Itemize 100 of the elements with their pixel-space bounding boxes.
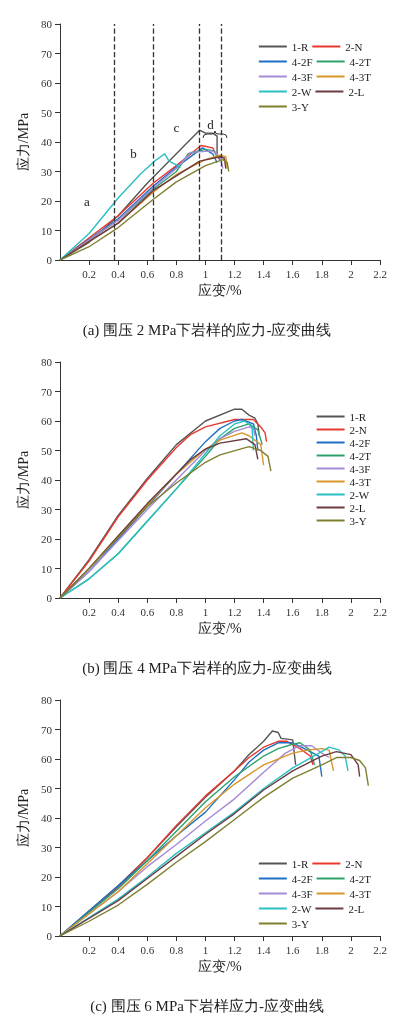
x-tick-label: 0.4 bbox=[111, 943, 126, 956]
legend-label: 4-3F bbox=[291, 887, 313, 900]
y-tick-label: 20 bbox=[41, 871, 53, 883]
y-tick-label: 60 bbox=[41, 77, 53, 89]
x-tick-label: 1.6 bbox=[285, 267, 301, 280]
legend-label: 4-3T bbox=[349, 475, 372, 488]
x-tick-label: 1 bbox=[202, 605, 209, 618]
y-tick-label: 80 bbox=[41, 356, 53, 368]
legend-label: 3-Y bbox=[291, 100, 309, 113]
x-tick-label: 0.8 bbox=[169, 943, 184, 956]
y-tick-label: 30 bbox=[41, 841, 53, 854]
legend-label: 4-3T bbox=[349, 70, 372, 83]
y-tick-label: 70 bbox=[41, 47, 53, 60]
legend-label: 4-2T bbox=[349, 872, 372, 885]
legend-label: 2-W bbox=[349, 488, 370, 501]
text: (c) 围压 6 MPa下岩样应力-应变曲线 bbox=[90, 997, 324, 1015]
legend-label: 4-3F bbox=[291, 70, 313, 83]
x-tick-label: 2 bbox=[348, 605, 354, 618]
y-tick-label: 10 bbox=[41, 562, 53, 575]
legend-label: 2-L bbox=[348, 902, 365, 915]
legend-label: 1-R bbox=[291, 40, 309, 53]
x-tick-label: 2.2 bbox=[373, 605, 387, 618]
y-tick-label: 0 bbox=[46, 254, 53, 266]
y-tick-label: 50 bbox=[41, 106, 53, 119]
x-axis-title: 应变/% bbox=[198, 959, 243, 975]
x-tick-label: 0.8 bbox=[169, 267, 184, 280]
text: (b) 围压 4 MPa下岩样的应力-应变曲线 bbox=[82, 659, 332, 677]
legend-label: 1-R bbox=[349, 410, 367, 423]
y-tick-label: 80 bbox=[41, 18, 53, 30]
y-tick-label: 10 bbox=[41, 224, 53, 237]
x-tick-label: 0.2 bbox=[82, 605, 96, 618]
text: (a) 围压 2 MPa下岩样的应力-应变曲线 bbox=[82, 321, 332, 339]
y-tick-label: 60 bbox=[41, 753, 53, 765]
x-tick-label: 0.4 bbox=[111, 605, 126, 618]
x-tick-label: 1 bbox=[202, 267, 209, 280]
legend-label: 2-W bbox=[291, 902, 312, 915]
x-tick-label: 1.2 bbox=[227, 605, 242, 618]
x-axis-title: 应变/% bbox=[198, 621, 243, 637]
y-tick-label: 70 bbox=[41, 723, 53, 736]
x-tick-label: 0.6 bbox=[140, 605, 155, 618]
x-tick-label: 0.4 bbox=[111, 267, 126, 280]
legend-label: 2-N bbox=[345, 857, 363, 870]
legend-label: 4-3F bbox=[349, 462, 371, 475]
y-axis-title: 应力/MPa bbox=[15, 112, 31, 172]
legend-label: 1-R bbox=[291, 857, 309, 870]
annotation: c bbox=[173, 120, 180, 136]
y-tick-label: 60 bbox=[41, 415, 53, 427]
legend-label: 4-2T bbox=[349, 449, 372, 462]
legend-label: 2-L bbox=[349, 501, 366, 514]
y-tick-label: 20 bbox=[41, 533, 53, 545]
y-tick-label: 30 bbox=[41, 503, 53, 516]
y-tick-label: 70 bbox=[41, 385, 53, 398]
x-tick-label: 1 bbox=[202, 943, 209, 956]
legend-label: 4-2T bbox=[349, 55, 372, 68]
legend-label: 4-2F bbox=[291, 55, 313, 68]
y-tick-label: 30 bbox=[41, 165, 53, 178]
x-tick-label: 0.8 bbox=[169, 605, 184, 618]
annotation: d bbox=[207, 116, 215, 132]
legend-label: 2-W bbox=[291, 85, 312, 98]
legend-label: 3-Y bbox=[291, 917, 309, 930]
legend-label: 4-3T bbox=[349, 887, 372, 900]
x-axis-title: 应变/% bbox=[198, 283, 243, 299]
y-tick-label: 80 bbox=[41, 694, 53, 706]
x-tick-label: 2 bbox=[348, 267, 354, 280]
x-tick-label: 1.6 bbox=[285, 605, 301, 618]
x-tick-label: 0.2 bbox=[82, 267, 96, 280]
y-tick-label: 40 bbox=[41, 812, 53, 824]
y-tick-label: 0 bbox=[46, 930, 53, 942]
legend-label: 2-N bbox=[349, 423, 367, 436]
x-tick-label: 1.2 bbox=[227, 267, 242, 280]
y-axis-title: 应力/MPa bbox=[15, 450, 31, 510]
legend-label: 3-Y bbox=[349, 514, 367, 527]
x-tick-label: 1.8 bbox=[314, 267, 330, 280]
x-tick-label: 0.6 bbox=[140, 267, 155, 280]
legend-label: 4-2F bbox=[349, 436, 371, 449]
x-tick-label: 0.2 bbox=[82, 943, 96, 956]
x-tick-label: 1.4 bbox=[256, 943, 272, 956]
y-tick-label: 50 bbox=[41, 782, 53, 795]
x-tick-label: 1.8 bbox=[314, 943, 330, 956]
y-tick-label: 0 bbox=[46, 592, 53, 604]
y-axis-title: 应力/MPa bbox=[15, 788, 31, 848]
legend-label: 2-L bbox=[348, 85, 365, 98]
x-tick-label: 1.2 bbox=[227, 943, 242, 956]
x-tick-label: 2 bbox=[348, 943, 354, 956]
y-tick-label: 40 bbox=[41, 136, 53, 148]
y-tick-label: 20 bbox=[41, 195, 53, 207]
y-tick-label: 10 bbox=[41, 900, 53, 913]
x-tick-label: 2.2 bbox=[373, 943, 387, 956]
annotation: b bbox=[130, 146, 137, 162]
x-tick-label: 0.6 bbox=[140, 943, 155, 956]
x-tick-label: 1.6 bbox=[285, 943, 301, 956]
x-tick-label: 1.4 bbox=[256, 605, 272, 618]
annotation: a bbox=[84, 193, 91, 209]
x-tick-label: 2.2 bbox=[373, 267, 387, 280]
x-tick-label: 1.4 bbox=[256, 267, 272, 280]
y-tick-label: 50 bbox=[41, 444, 53, 457]
y-tick-label: 40 bbox=[41, 474, 53, 486]
legend-label: 2-N bbox=[345, 40, 363, 53]
x-tick-label: 1.8 bbox=[314, 605, 330, 618]
legend-label: 4-2F bbox=[291, 872, 313, 885]
